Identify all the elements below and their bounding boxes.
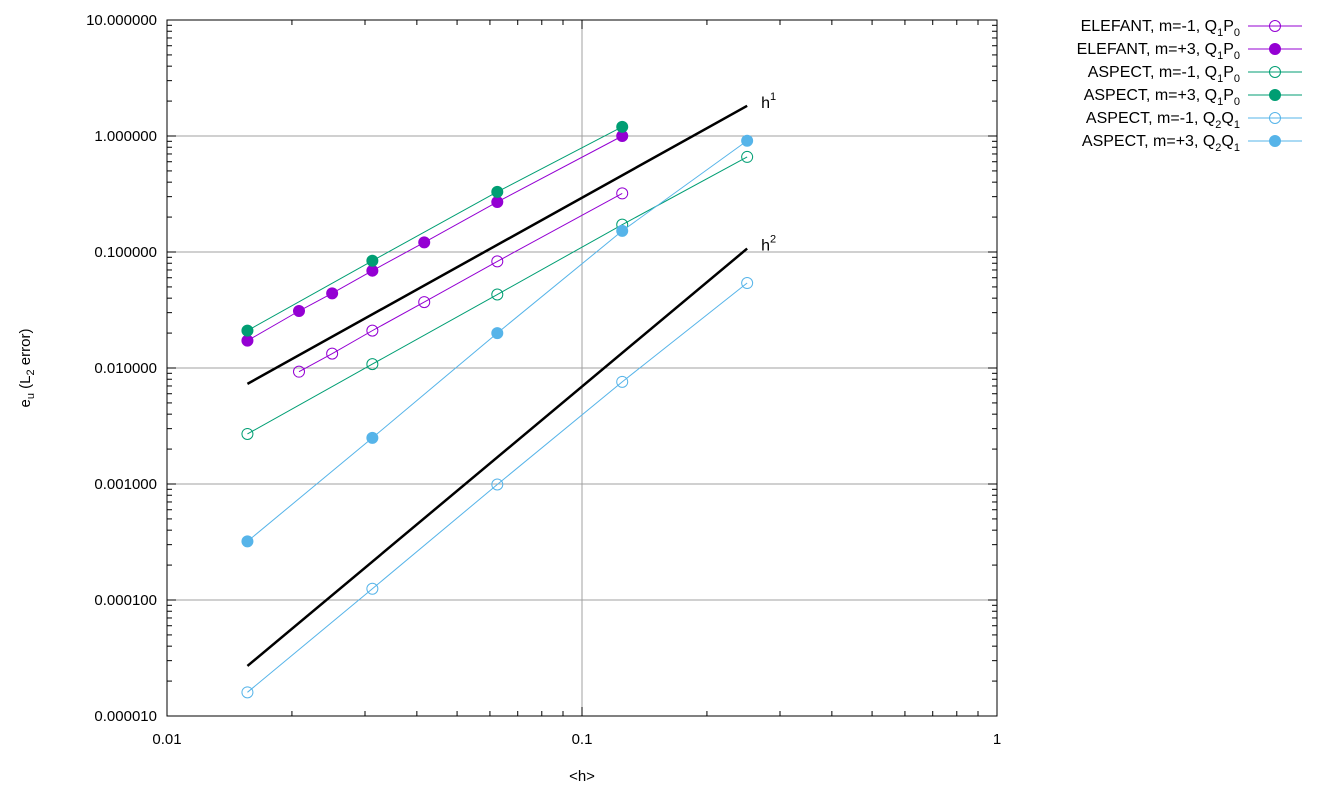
reference-line-h2 — [246, 247, 748, 667]
legend-label: ASPECT, m=-1, Q1P0 — [1088, 64, 1240, 85]
legend-entry-2: ELEFANT, m=+3, Q1P0 — [1077, 41, 1302, 62]
series-4 — [241, 120, 629, 337]
data-point — [241, 686, 254, 699]
legend-entry-1: ELEFANT, m=-1, Q1P0 — [1081, 18, 1302, 39]
data-point — [616, 224, 629, 237]
data-point — [491, 185, 504, 198]
legend-marker — [1269, 43, 1281, 55]
y-tick-label: 0.001000 — [94, 476, 157, 493]
y-label-open: (L — [17, 375, 34, 393]
reference-label-h2: h2 — [761, 234, 776, 255]
legend-entry-5: ASPECT, m=-1, Q2Q1 — [1086, 110, 1302, 131]
y-axis-label: eu (L2 error) — [17, 329, 37, 408]
data-point — [366, 582, 379, 595]
y-label-close: error) — [17, 329, 34, 370]
legend-marker — [1269, 112, 1281, 124]
grid-lines — [167, 20, 997, 716]
reference-lines: h1 h2 — [246, 91, 776, 667]
legend-label: ASPECT, m=+3, Q2Q1 — [1082, 133, 1240, 154]
reference-label-h1: h1 — [761, 91, 776, 112]
series-line — [298, 192, 623, 373]
data-point — [616, 187, 629, 200]
y-label-sub: u — [25, 393, 37, 399]
legend-label: ELEFANT, m=-1, Q1P0 — [1081, 18, 1240, 39]
legend-marker — [1269, 66, 1281, 78]
data-point — [741, 150, 754, 163]
data-point — [616, 120, 629, 133]
data-point — [292, 365, 305, 378]
y-tick-label: 1.000000 — [94, 128, 157, 145]
data-point — [241, 324, 254, 337]
data-point — [491, 288, 504, 301]
series-line — [247, 282, 748, 693]
legend-marker — [1269, 20, 1281, 32]
series-line — [247, 156, 748, 435]
series-5 — [241, 277, 754, 699]
axis-ticks: 0.000010 0.000100 0.001000 0.010000 0.100000… — [86, 12, 1001, 748]
data-point — [741, 277, 754, 290]
legend-label: ASPECT, m=-1, Q2Q1 — [1086, 110, 1240, 131]
y-label-main: e — [17, 399, 34, 407]
series-line — [247, 126, 623, 332]
data-point — [326, 287, 339, 300]
legend-marker — [1269, 135, 1281, 147]
data-point — [241, 535, 254, 548]
series-3 — [241, 150, 754, 440]
x-tick-label: 0.01 — [152, 731, 181, 748]
data-series — [241, 120, 754, 699]
legend-entry-4: ASPECT, m=+3, Q1P0 — [1084, 87, 1302, 108]
data-point — [418, 236, 431, 249]
data-point — [491, 478, 504, 491]
data-point — [491, 195, 504, 208]
data-point — [418, 296, 431, 309]
data-point — [366, 324, 379, 337]
legend-marker — [1269, 89, 1281, 101]
reference-line-h1 — [246, 104, 748, 385]
data-point — [366, 264, 379, 277]
series-2 — [241, 130, 629, 347]
data-point — [292, 305, 305, 318]
y-tick-label: 0.010000 — [94, 360, 157, 377]
y-tick-label: 0.000010 — [94, 708, 157, 725]
x-axis-label: <h> — [569, 768, 595, 785]
data-point — [241, 427, 254, 440]
y-tick-label: 0.100000 — [94, 244, 157, 261]
y-label-sub2: 2 — [25, 369, 37, 375]
series-6 — [241, 134, 754, 548]
data-point — [366, 431, 379, 444]
legend-label: ELEFANT, m=+3, Q1P0 — [1077, 41, 1240, 62]
data-point — [491, 327, 504, 340]
data-point — [366, 254, 379, 267]
data-point — [491, 255, 504, 268]
data-point — [326, 347, 339, 360]
x-tick-label: 0.1 — [572, 731, 593, 748]
legend-entry-6: ASPECT, m=+3, Q2Q1 — [1082, 133, 1302, 154]
legend-entry-3: ASPECT, m=-1, Q1P0 — [1088, 64, 1302, 85]
legend-label: ASPECT, m=+3, Q1P0 — [1084, 87, 1240, 108]
y-tick-label: 0.000100 — [94, 592, 157, 609]
data-point — [616, 375, 629, 388]
data-point — [741, 134, 754, 147]
x-tick-label: 1 — [993, 731, 1001, 748]
data-point — [241, 334, 254, 347]
series-1 — [292, 187, 629, 378]
y-tick-label: 10.000000 — [86, 12, 157, 29]
data-point — [366, 358, 379, 371]
